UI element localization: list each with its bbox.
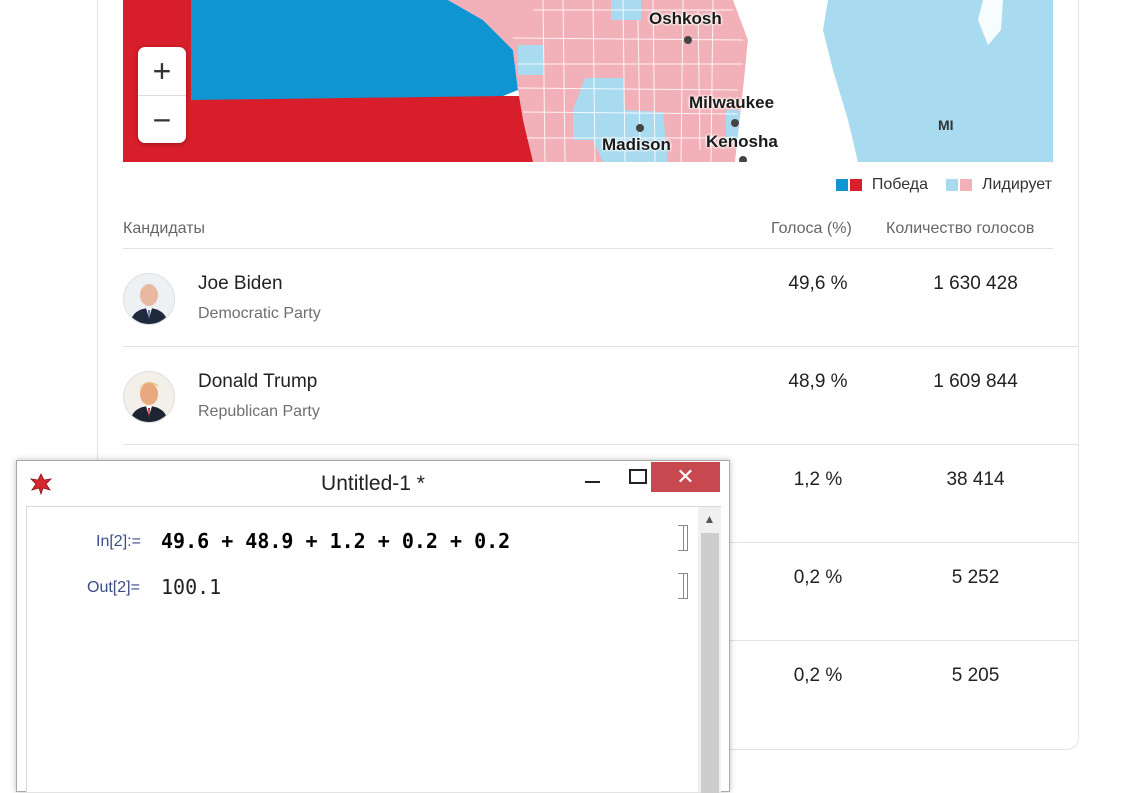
input-cell-bracket[interactable] [678, 525, 684, 551]
legend-win-swatches [835, 179, 862, 191]
maximize-button[interactable] [615, 461, 661, 491]
mathematica-app-icon [29, 473, 53, 495]
vote-count: 5 252 [951, 567, 1000, 588]
vote-percent: 49,6 % [788, 273, 848, 294]
zoom-out-button[interactable]: − [138, 95, 186, 144]
biden-avatar-icon [124, 274, 174, 324]
output-cell: 100.1 [161, 575, 222, 599]
vote-percent: 0,2 % [793, 567, 843, 588]
zoom-in-button[interactable]: + [152, 53, 172, 89]
vote-count: 1 609 844 [933, 371, 1018, 392]
avatar [123, 273, 175, 325]
output-cell-bracket[interactable] [678, 573, 684, 599]
trump-avatar-icon [124, 372, 174, 422]
input-label: In[2]:= [96, 533, 141, 550]
vote-count: 38 414 [946, 469, 1005, 490]
city-label-madison: Madison [602, 135, 671, 154]
notebook-window: Untitled-1 * ✕ In[2]:= 49.6 + 48.9 + 1.2… [16, 460, 730, 793]
legend-win-label: Победа [871, 176, 929, 193]
city-label-kenosha: Kenosha [706, 132, 778, 151]
output-label: Out[2]= [87, 579, 140, 596]
vote-count: 5 205 [951, 665, 1000, 686]
vote-percent: 48,9 % [788, 371, 848, 392]
candidate-name: Joe Biden [198, 273, 283, 294]
window-title: Untitled-1 * [321, 472, 425, 495]
table-row: Donald Trump Republican Party 48,9 % 1 6… [123, 347, 1078, 445]
table-row: Joe Biden Democratic Party 49,6 % 1 630 … [123, 249, 1078, 347]
election-map[interactable] [123, 0, 1053, 162]
map-zoom-controls: + − [138, 47, 186, 143]
output-group-bracket[interactable] [683, 573, 688, 599]
table-row: 0,2 % 5 205 [123, 641, 1078, 738]
map-graphic [123, 0, 1053, 162]
legend-lead-label: Лидирует [982, 176, 1052, 193]
input-cell[interactable]: 49.6 + 48.9 + 1.2 + 0.2 + 0.2 [161, 529, 511, 553]
rep-lead-swatch [960, 179, 973, 191]
results-table-header: Кандидаты Голоса (%) Количество голосов [123, 218, 1053, 249]
dem-lead-swatch [946, 179, 959, 191]
header-candidates: Кандидаты [123, 220, 206, 237]
vote-percent: 1,2 % [793, 469, 843, 490]
maximize-icon [629, 468, 647, 484]
vertical-scrollbar[interactable]: ▲ [698, 507, 721, 793]
minimize-button[interactable] [569, 461, 615, 491]
avatar [123, 371, 175, 423]
notebook-area[interactable]: In[2]:= 49.6 + 48.9 + 1.2 + 0.2 + 0.2 Ou… [26, 506, 721, 793]
header-vote-percent: Голоса (%) [771, 220, 852, 237]
dem-win-swatch [835, 179, 848, 191]
candidate-name: Donald Trump [198, 371, 318, 392]
state-label-mi: MI [938, 117, 954, 133]
vote-percent: 0,2 % [793, 665, 843, 686]
vote-count: 1 630 428 [933, 273, 1018, 294]
city-label-milwaukee: Milwaukee [689, 93, 775, 112]
close-button[interactable]: ✕ [651, 462, 720, 492]
scrollbar-thumb[interactable] [701, 533, 719, 793]
candidate-party: Democratic Party [198, 305, 321, 322]
map-legend: Победа Лидирует [835, 176, 1052, 194]
legend-lead-swatches [946, 179, 973, 191]
rep-win-swatch [849, 179, 862, 191]
window-titlebar[interactable]: Untitled-1 * ✕ [17, 461, 729, 505]
scroll-up-icon[interactable]: ▲ [703, 512, 716, 526]
group-cell-bracket[interactable] [683, 525, 688, 551]
candidate-party: Republican Party [198, 403, 320, 420]
header-vote-count: Количество голосов [886, 220, 1035, 237]
city-label-oshkosh: Oshkosh [649, 9, 722, 28]
close-icon: ✕ [676, 464, 695, 489]
minimize-icon [584, 481, 600, 483]
